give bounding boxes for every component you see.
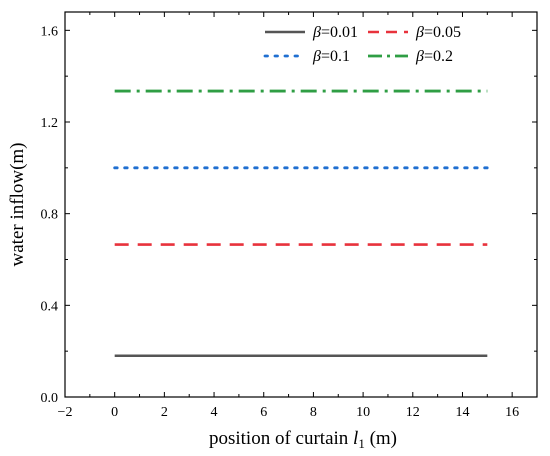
series-lines xyxy=(113,89,489,358)
legend: β=0.01 β=0.05 β=0.1 β=0.2 xyxy=(263,24,461,65)
x-tick-label: 8 xyxy=(310,405,317,420)
x-axis-title: position of curtain l1 (m) xyxy=(209,428,397,451)
legend-label-1: β=0.05 xyxy=(415,24,461,41)
x-tick-label: 16 xyxy=(505,405,519,420)
y-axis-title: water inflow(m) xyxy=(7,143,28,267)
y-tick-label: 1.6 xyxy=(41,24,59,39)
y-tick-label: 0.8 xyxy=(41,208,59,223)
y-tick-label: 0.0 xyxy=(41,391,59,406)
plot-frame xyxy=(64,11,538,398)
x-tick-label: 4 xyxy=(211,405,218,420)
x-tick-label: 14 xyxy=(455,405,469,420)
x-tick-label: 2 xyxy=(161,405,168,420)
x-tick-label: 6 xyxy=(260,405,267,420)
x-tick-label: 12 xyxy=(406,405,420,420)
y-tick-label: 1.2 xyxy=(41,116,59,131)
y-tick-label: 0.4 xyxy=(41,299,59,314)
x-tick-label: 0 xyxy=(111,405,118,420)
legend-label-3: β=0.2 xyxy=(415,48,453,65)
legend-label-2: β=0.1 xyxy=(312,48,350,65)
x-tick-label: −2 xyxy=(58,405,73,420)
x-tick-label: 10 xyxy=(356,405,370,420)
legend-label-0: β=0.01 xyxy=(312,24,358,41)
axis-ticks: −2 0 2 4 6 8 10 12 14 16 0.0 0.4 0.8 1.2 1.6 xyxy=(41,12,537,420)
